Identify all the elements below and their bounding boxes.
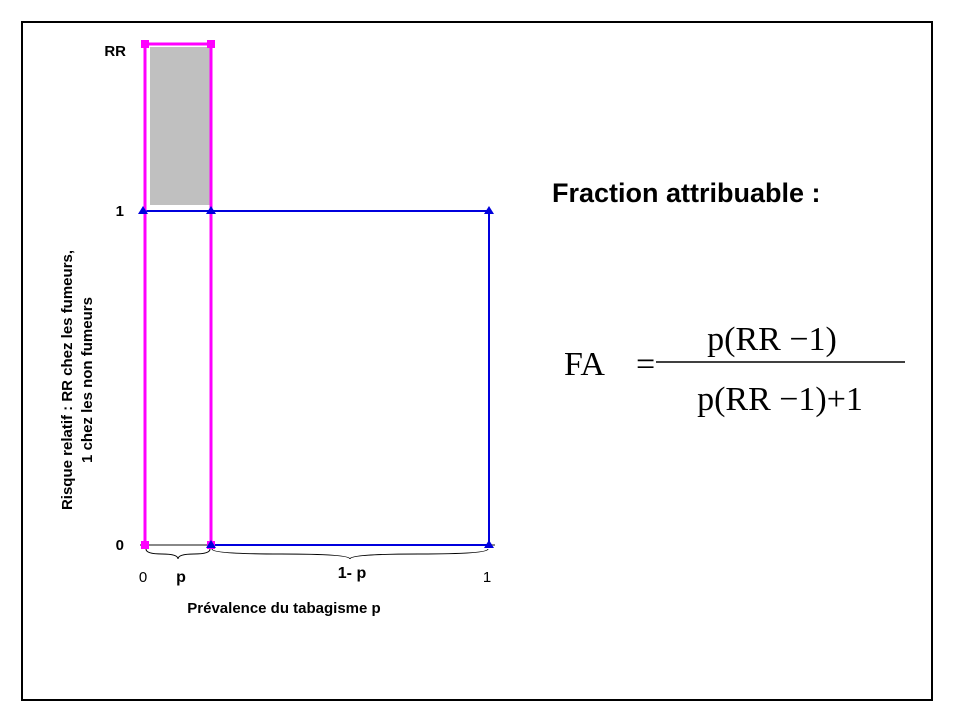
segment-label: 1- p — [338, 565, 367, 582]
formula-numerator: p(RR −1) — [707, 321, 837, 358]
x-label-0: 0 — [139, 569, 147, 586]
segment-label: p — [176, 569, 186, 586]
y-axis-title: Risque relatif : RR chez les fumeurs, — [59, 250, 76, 510]
excess-risk-area — [150, 47, 210, 205]
y-label-1: 1 — [116, 203, 124, 220]
formula-lhs: FA — [564, 346, 605, 383]
braces — [145, 548, 489, 560]
blue-markers — [138, 206, 494, 548]
heading: Fraction attribuable : — [552, 178, 821, 208]
y-label-0: 0 — [116, 537, 124, 554]
y-axis-title: 1 chez les non fumeurs — [79, 297, 96, 463]
x-label-1: 1 — [483, 569, 491, 586]
formula-denominator: p(RR −1)+1 — [697, 381, 863, 418]
y-label-rr: RR — [104, 43, 126, 60]
x-axis-title: Prévalence du tabagisme p — [187, 600, 380, 617]
formula-equals: = — [636, 346, 655, 383]
